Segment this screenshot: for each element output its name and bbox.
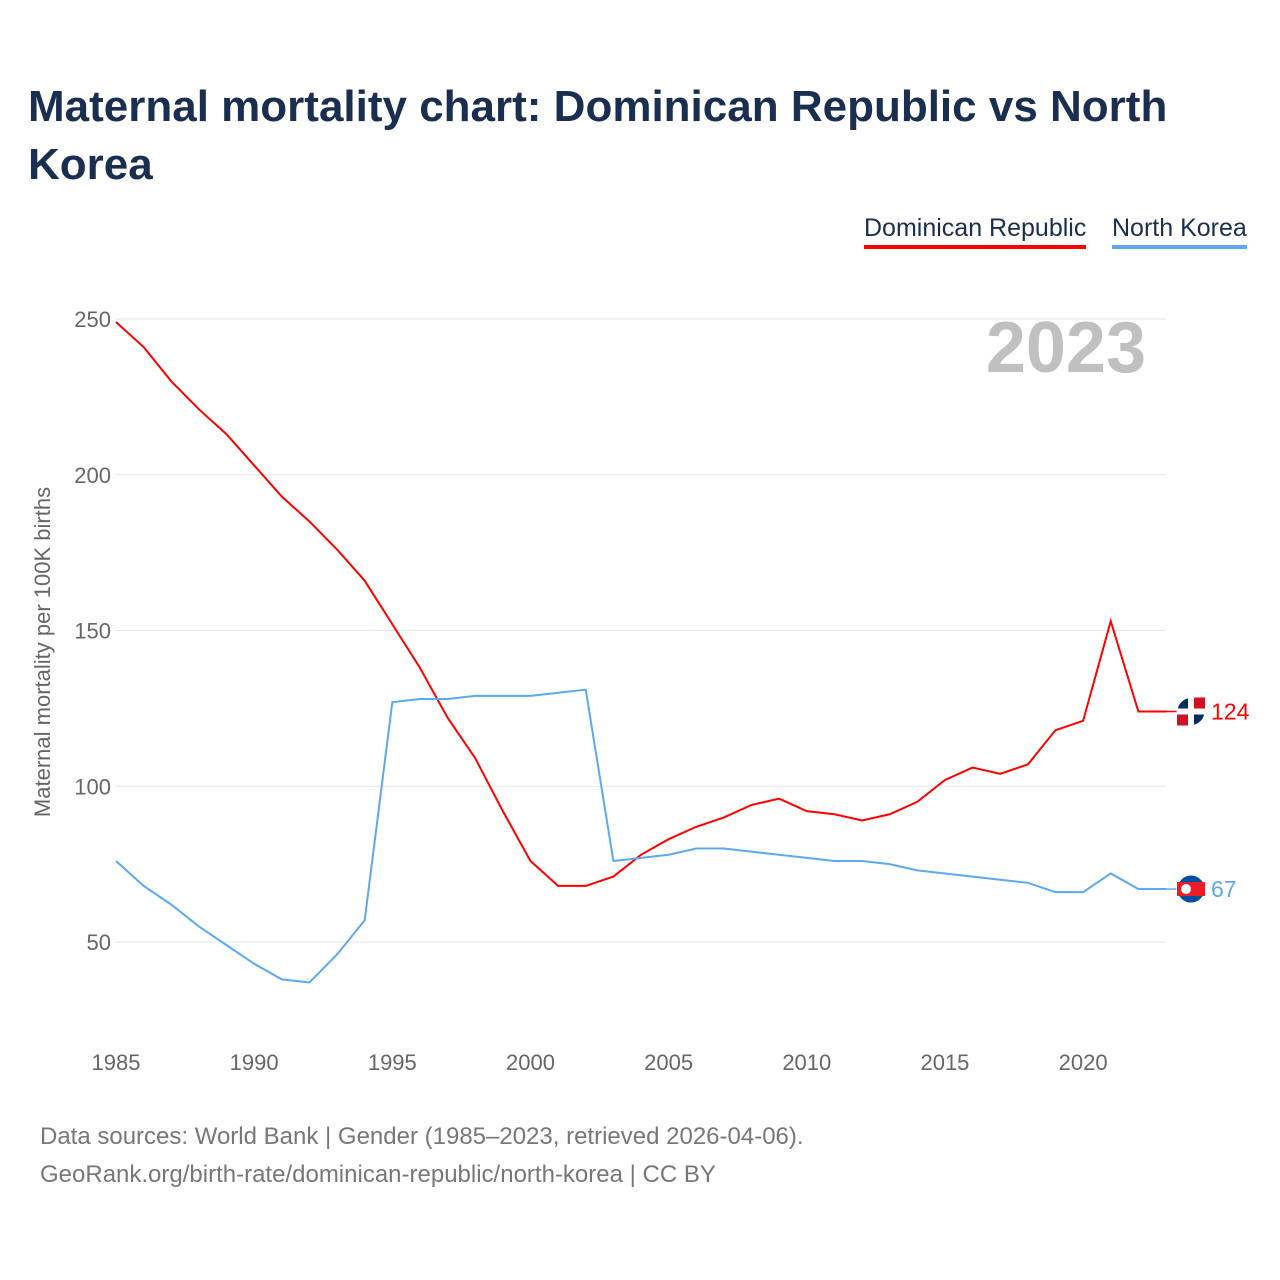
y-tick-label: 200 <box>74 463 111 488</box>
data-source: Data sources: World Bank | Gender (1985–… <box>40 1118 804 1194</box>
x-tick-label: 2010 <box>782 1050 831 1075</box>
y-tick-label: 100 <box>74 774 111 799</box>
end-value-label: 124 <box>1211 698 1250 724</box>
x-tick-label: 1985 <box>92 1050 141 1075</box>
legend-dominican-republic[interactable]: Dominican Republic <box>864 214 1087 249</box>
x-tick-label: 2015 <box>920 1050 969 1075</box>
legend-north-korea[interactable]: North Korea <box>1112 214 1247 249</box>
y-tick-label: 150 <box>74 619 111 644</box>
x-tick-label: 2020 <box>1059 1050 1108 1075</box>
y-tick-label: 250 <box>74 307 111 332</box>
chart-title: Maternal mortality chart: Dominican Repu… <box>28 82 1168 189</box>
end-value-label: 67 <box>1211 876 1237 902</box>
y-axis-label: Maternal mortality per 100K births <box>30 487 55 817</box>
flag-cross <box>1177 708 1205 715</box>
source-line-1: Data sources: World Bank | Gender (1985–… <box>40 1123 804 1150</box>
series-line-north-korea <box>115 688 1166 984</box>
x-tick-label: 1995 <box>368 1050 417 1075</box>
flag-quarter <box>1177 711 1191 726</box>
x-tick-label: 2005 <box>644 1050 693 1075</box>
series-line-dominican-republic <box>115 321 1166 887</box>
year-watermark: 2023 <box>986 308 1146 388</box>
flag-star <box>1181 884 1191 895</box>
x-tick-label: 1990 <box>230 1050 279 1075</box>
x-tick-label: 2000 <box>506 1050 555 1075</box>
y-tick-label: 50 <box>87 930 111 955</box>
flag-quarter <box>1191 697 1205 712</box>
source-line-2[interactable]: GeoRank.org/birth-rate/dominican-republi… <box>40 1161 716 1188</box>
